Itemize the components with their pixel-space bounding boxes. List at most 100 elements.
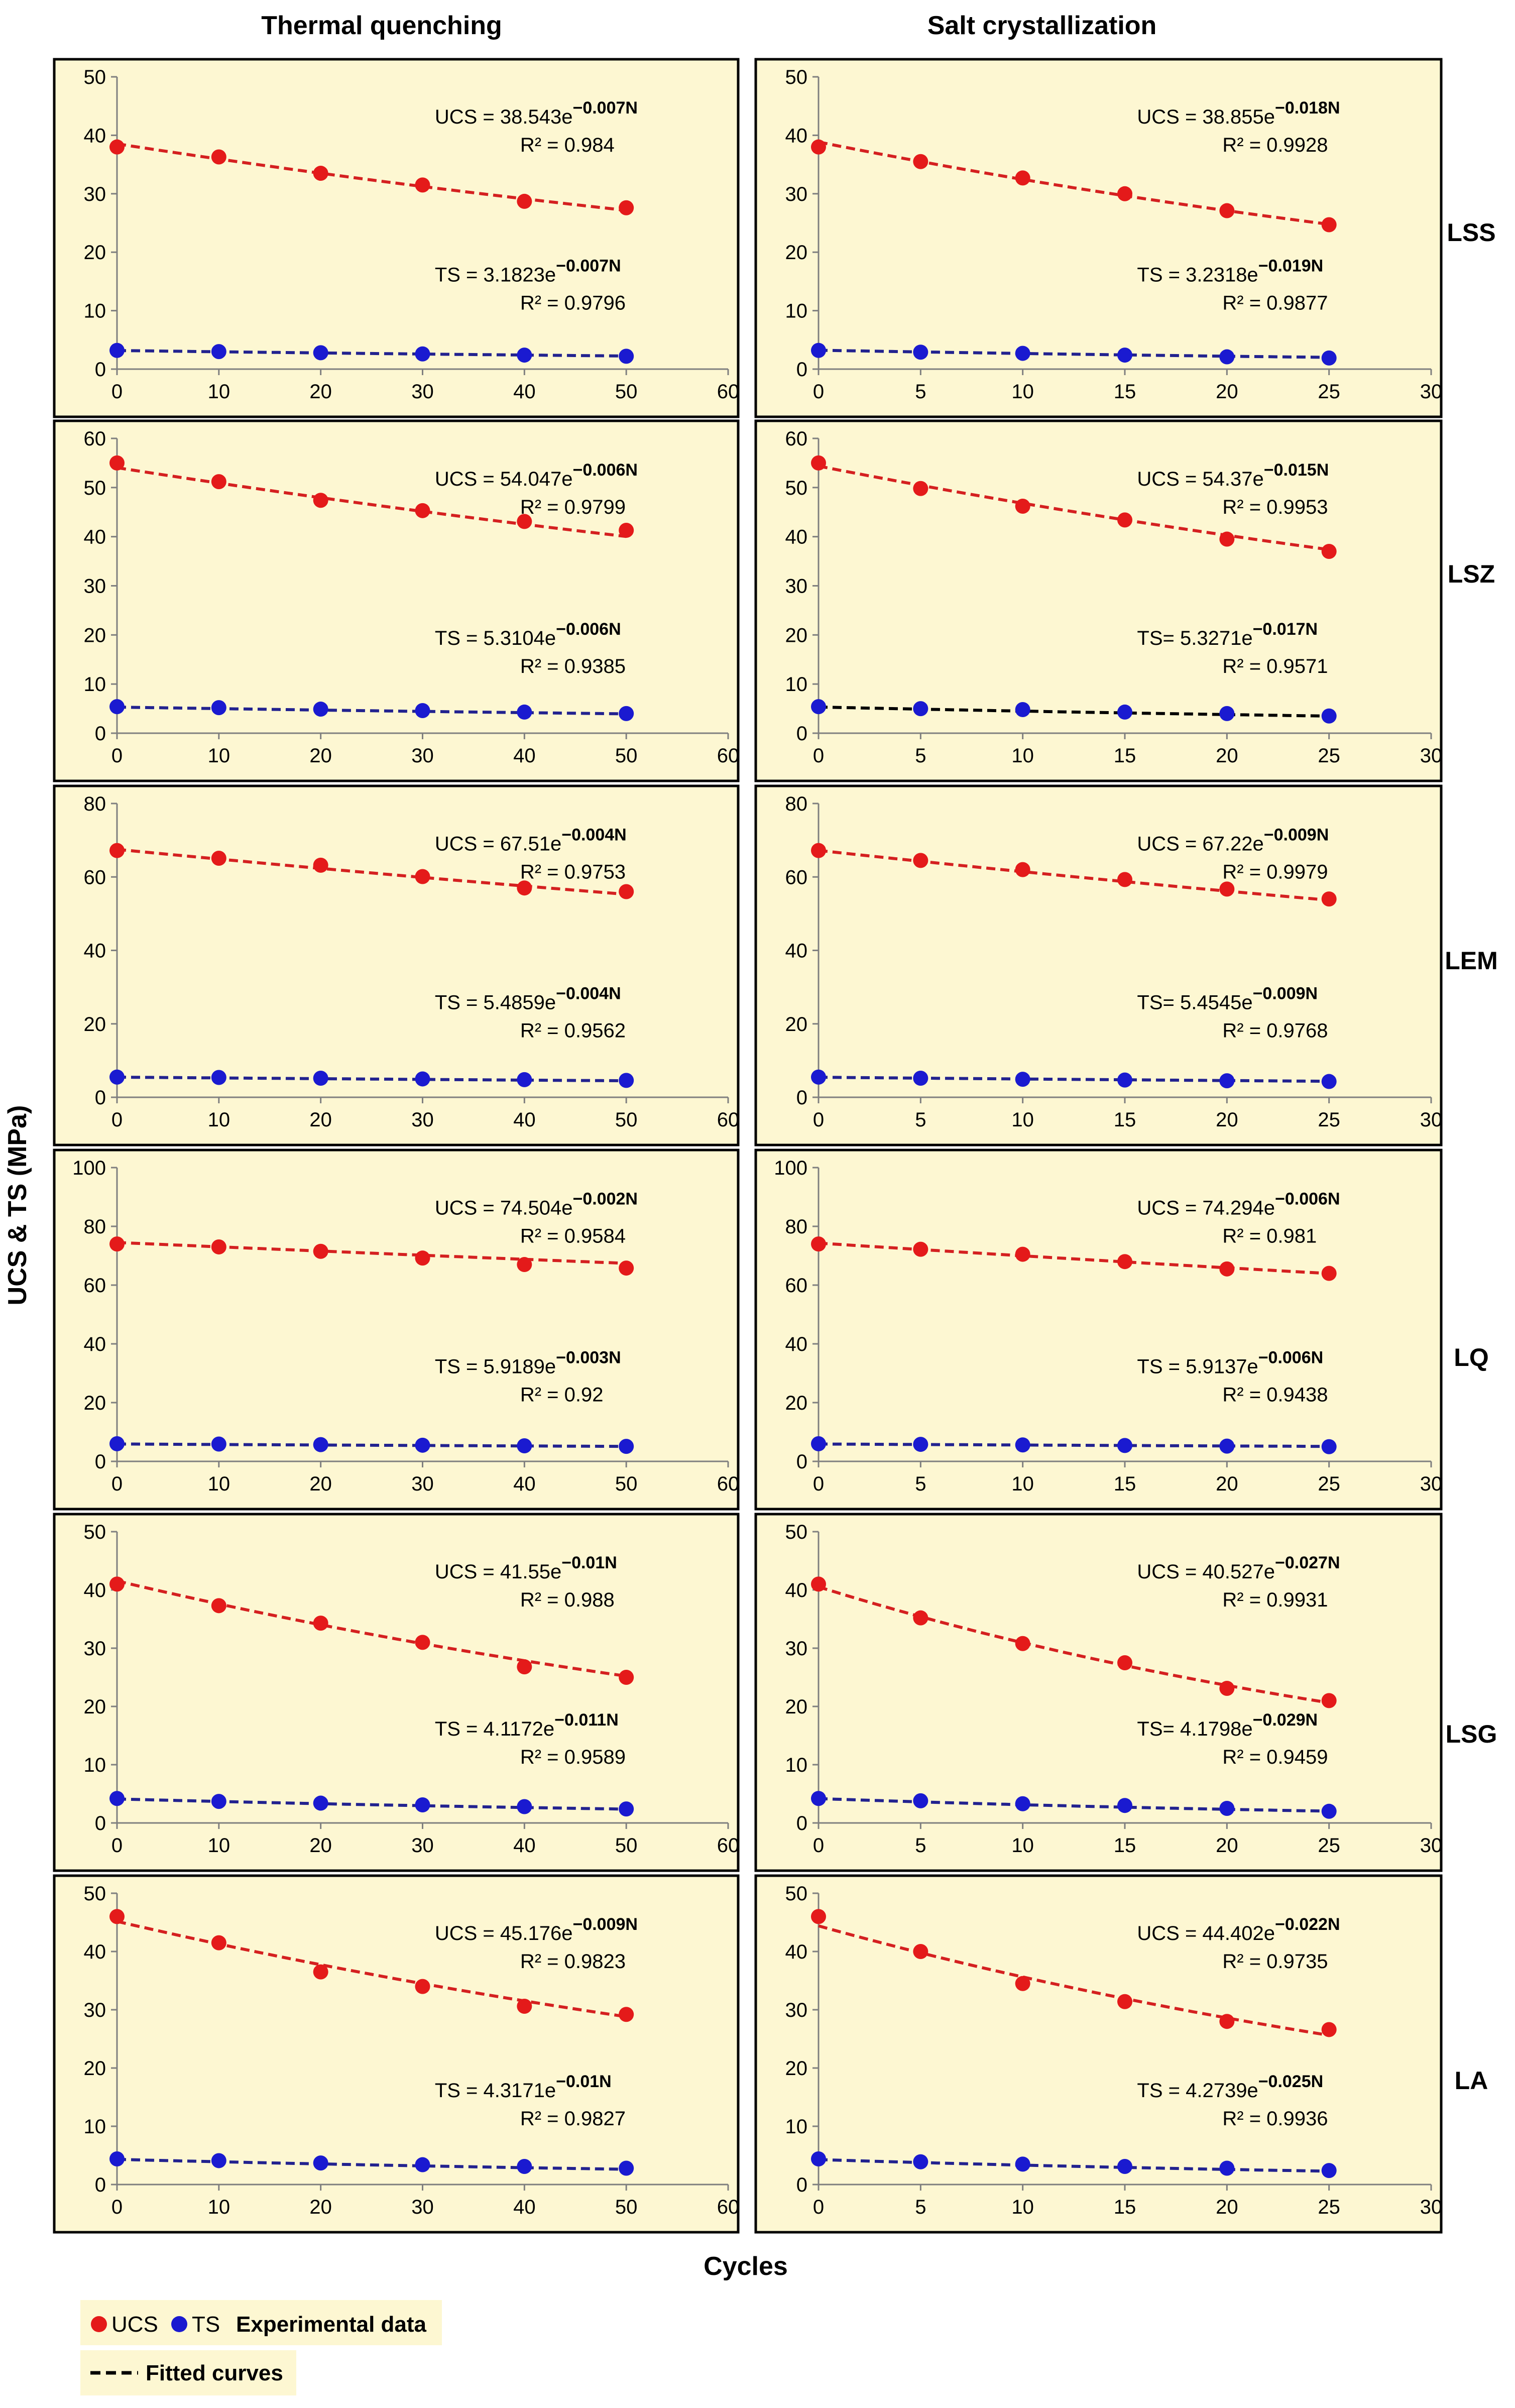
x-tick-label: 15 bbox=[1114, 381, 1136, 403]
y-tick-label: 40 bbox=[785, 125, 808, 147]
x-tick-label: 40 bbox=[513, 2196, 536, 2218]
ts-r-squared: R² = 0.9827 bbox=[520, 2108, 626, 2130]
ts-fitted-curve bbox=[116, 706, 627, 716]
y-tick-label: 60 bbox=[84, 428, 106, 450]
ucs-data-point bbox=[913, 1610, 928, 1626]
ucs-data-point bbox=[913, 154, 928, 169]
ucs-equation-base: UCS = 38.855e bbox=[1137, 106, 1275, 128]
ts-equation-exponent: −0.007N bbox=[556, 256, 621, 275]
y-tick-label: 80 bbox=[785, 793, 808, 815]
ucs-equation-base: UCS = 74.294e bbox=[1137, 1197, 1275, 1219]
ucs-equation-base: UCS = 41.55e bbox=[435, 1561, 561, 1583]
y-tick-label: 10 bbox=[785, 2116, 808, 2138]
ucs-data-point bbox=[109, 843, 125, 858]
ucs-equation-exponent: −0.009N bbox=[1264, 826, 1329, 845]
x-tick-label: 20 bbox=[1216, 2196, 1238, 2218]
ucs-data-point bbox=[109, 139, 125, 155]
ts-data-point bbox=[517, 1072, 532, 1087]
ucs-data-point bbox=[1219, 881, 1235, 897]
x-tick-label: 50 bbox=[615, 1834, 638, 1857]
ts-data-point bbox=[211, 700, 226, 716]
ts-data-point bbox=[517, 704, 532, 720]
x-tick-label: 20 bbox=[309, 745, 332, 767]
y-tick-label: 0 bbox=[796, 1812, 807, 1834]
ts-data-point bbox=[517, 1799, 532, 1814]
x-tick-label: 10 bbox=[1011, 381, 1034, 403]
x-tick-label: 30 bbox=[1420, 381, 1443, 403]
x-tick-label: 15 bbox=[1114, 1109, 1136, 1131]
y-tick-label: 20 bbox=[84, 1013, 106, 1036]
ts-fitted-curve bbox=[116, 1797, 627, 1811]
ucs-data-point bbox=[313, 1243, 328, 1259]
ucs-data-point bbox=[211, 850, 226, 866]
x-axis-title: Cycles bbox=[704, 2252, 788, 2281]
ts-data-point bbox=[109, 342, 125, 358]
ts-data-point bbox=[1117, 1438, 1132, 1453]
ts-data-point bbox=[913, 1070, 928, 1086]
y-tick-label: 0 bbox=[796, 1451, 807, 1473]
x-tick-label: 60 bbox=[717, 745, 740, 767]
ucs-r-squared: R² = 0.9799 bbox=[520, 496, 626, 518]
ucs-data-point bbox=[811, 455, 826, 471]
ucs-equation: UCS = 45.176e−0.009N bbox=[435, 1915, 638, 1944]
ucs-data-point bbox=[1321, 2022, 1337, 2037]
x-tick-label: 25 bbox=[1318, 1109, 1340, 1131]
x-tick-label: 10 bbox=[1011, 2196, 1034, 2218]
row-label-la: LA bbox=[1455, 2067, 1488, 2095]
ts-data-point bbox=[313, 1795, 328, 1811]
x-tick-label: 50 bbox=[615, 745, 638, 767]
ts-r-squared: R² = 0.9796 bbox=[520, 292, 626, 314]
ts-fitted-curve bbox=[818, 1797, 1329, 1813]
ts-fitted-curve bbox=[116, 349, 627, 358]
x-tick-label: 0 bbox=[111, 745, 123, 767]
y-tick-label: 30 bbox=[84, 1999, 106, 2021]
x-tick-label: 10 bbox=[1011, 1473, 1034, 1495]
ucs-data-point bbox=[1219, 1681, 1235, 1696]
x-tick-label: 40 bbox=[513, 1109, 536, 1131]
y-axis-title: UCS & TS (MPa) bbox=[3, 1105, 32, 1306]
ucs-r-squared: R² = 0.988 bbox=[520, 1589, 615, 1611]
ucs-equation-base: UCS = 54.37e bbox=[1137, 468, 1263, 490]
ts-fitted-curve bbox=[818, 705, 1329, 718]
ucs-data-point bbox=[811, 843, 826, 858]
legend-experimental-bg bbox=[80, 2300, 442, 2345]
x-tick-label: 0 bbox=[813, 1109, 824, 1131]
ucs-data-point bbox=[517, 514, 532, 529]
y-tick-label: 20 bbox=[84, 624, 106, 646]
ucs-data-point bbox=[517, 1257, 532, 1273]
ts-equation-base: TS = 5.4859e bbox=[435, 992, 556, 1014]
x-tick-label: 0 bbox=[111, 1834, 123, 1857]
y-tick-label: 100 bbox=[774, 1157, 807, 1179]
x-tick-label: 50 bbox=[615, 1109, 638, 1131]
x-tick-label: 30 bbox=[411, 1109, 434, 1131]
x-tick-label: 50 bbox=[615, 381, 638, 403]
ucs-data-point bbox=[1321, 1693, 1337, 1708]
ucs-data-point bbox=[313, 166, 328, 181]
ucs-data-point bbox=[1219, 1261, 1235, 1277]
ucs-data-point bbox=[109, 1909, 125, 1924]
y-tick-label: 30 bbox=[84, 183, 106, 205]
ts-equation-exponent: −0.017N bbox=[1253, 620, 1318, 639]
ts-equation-exponent: −0.004N bbox=[556, 984, 621, 1003]
x-tick-label: 25 bbox=[1318, 1473, 1340, 1495]
ucs-data-point bbox=[415, 1250, 430, 1266]
ucs-equation: UCS = 41.55e−0.01N bbox=[435, 1553, 617, 1583]
x-tick-label: 0 bbox=[813, 381, 824, 403]
ts-data-point bbox=[1015, 2156, 1030, 2172]
ts-data-point bbox=[415, 1797, 430, 1813]
y-tick-label: 50 bbox=[785, 1521, 808, 1543]
ts-data-point bbox=[811, 699, 826, 715]
ucs-data-point bbox=[211, 474, 226, 490]
y-tick-label: 30 bbox=[84, 576, 106, 598]
legend-ucs-marker bbox=[91, 2316, 107, 2332]
y-tick-label: 40 bbox=[84, 125, 106, 147]
x-tick-label: 0 bbox=[111, 1473, 123, 1495]
ts-r-squared: R² = 0.9589 bbox=[520, 1746, 626, 1768]
y-tick-label: 50 bbox=[84, 477, 106, 499]
x-tick-label: 25 bbox=[1318, 745, 1340, 767]
row-label-lsz: LSZ bbox=[1448, 560, 1495, 588]
ts-equation-exponent: −0.006N bbox=[556, 620, 621, 639]
ucs-equation: UCS = 38.855e−0.018N bbox=[1137, 98, 1340, 128]
